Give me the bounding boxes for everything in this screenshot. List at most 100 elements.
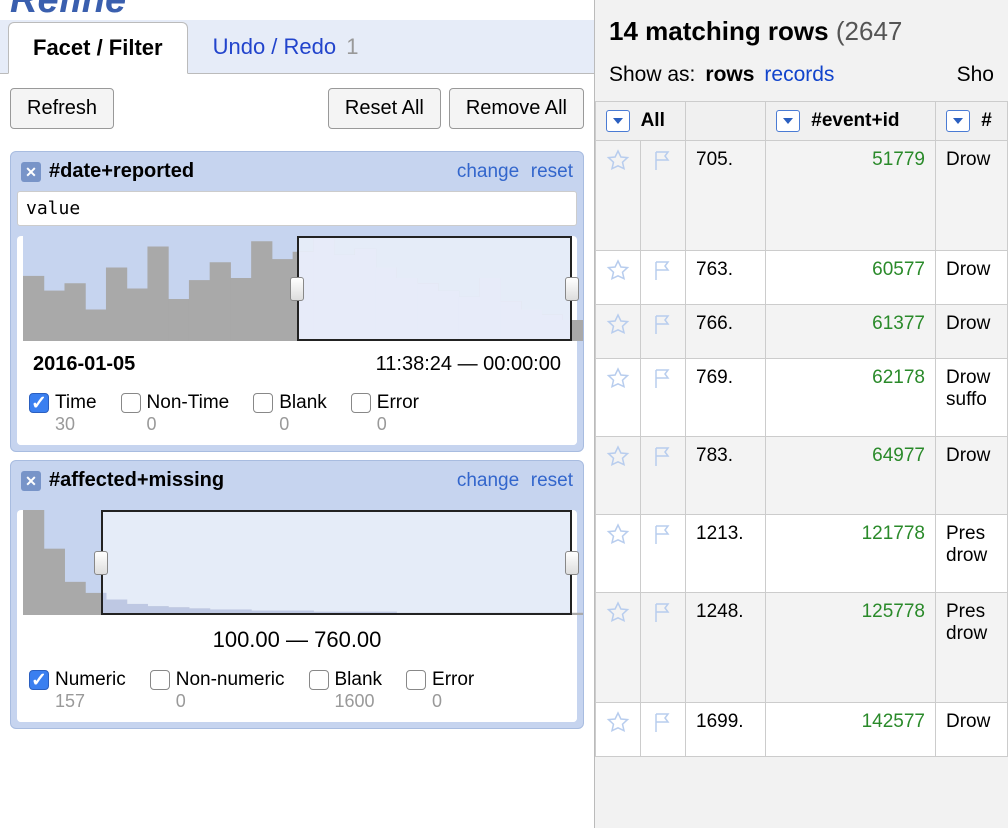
row-number: 766. — [686, 305, 766, 359]
row-text: Presdrow — [936, 515, 1008, 593]
histogram-affected[interactable] — [23, 510, 571, 615]
row-text: Presdrow — [936, 593, 1008, 703]
checkbox-count: 157 — [55, 691, 126, 712]
row-text: Drow — [936, 305, 1008, 359]
event-id: 51779 — [776, 149, 925, 171]
checkbox-count: 0 — [432, 691, 474, 712]
range-to-label: 11:38:24 — 00:00:00 — [376, 353, 561, 376]
facet-toolbar: Refresh Reset All Remove All — [0, 74, 594, 143]
row-text: Drow — [936, 437, 1008, 515]
facet-change-link[interactable]: change — [457, 161, 519, 182]
column-menu-extra[interactable] — [946, 110, 970, 132]
range-center-label: 100.00 — 760.00 — [17, 621, 577, 659]
col-all-label: All — [641, 110, 665, 131]
checkbox-blank[interactable] — [253, 393, 273, 413]
checkbox-label: Non-Time — [147, 392, 230, 414]
event-id: 142577 — [776, 711, 925, 733]
column-menu-all[interactable] — [606, 110, 630, 132]
star-icon[interactable] — [606, 149, 630, 173]
row-number: 1248. — [686, 593, 766, 703]
tab-undo-label: Undo / Redo — [213, 34, 337, 59]
checkbox-label: Error — [377, 392, 419, 414]
checkbox-label: Blank — [279, 392, 327, 414]
checkbox-error[interactable] — [351, 393, 371, 413]
star-icon[interactable] — [606, 259, 630, 283]
event-id: 61377 — [776, 313, 925, 335]
checkbox-label: Time — [55, 392, 97, 414]
table-row: 783. 64977 Drow — [596, 437, 1008, 515]
star-icon[interactable] — [606, 711, 630, 735]
row-number: 763. — [686, 251, 766, 305]
checkbox-label: Numeric — [55, 669, 126, 691]
close-icon[interactable]: ✕ — [21, 471, 41, 491]
histogram-date[interactable] — [23, 236, 571, 341]
table-row: 769. 62178 Drowsuffo — [596, 359, 1008, 437]
star-icon[interactable] — [606, 601, 630, 625]
event-id: 62178 — [776, 367, 925, 389]
checkbox-label: Non-numeric — [176, 669, 285, 691]
checkbox-blank[interactable] — [309, 670, 329, 690]
range-handle-left[interactable] — [290, 277, 304, 301]
row-number: 705. — [686, 141, 766, 251]
range-handle-right[interactable] — [565, 551, 579, 575]
row-text: Drow — [936, 703, 1008, 757]
checkbox-label: Blank — [335, 669, 383, 691]
table-row: 1699. 142577 Drow — [596, 703, 1008, 757]
facet-title: #date+reported — [49, 160, 451, 183]
range-handle-left[interactable] — [94, 551, 108, 575]
records-mode[interactable]: records — [764, 63, 834, 87]
matching-rows-header: 14 matching rows (2647 — [595, 0, 1008, 55]
expression-input[interactable]: value — [17, 191, 577, 226]
checkbox-time[interactable]: ✓ — [29, 393, 49, 413]
refresh-button[interactable]: Refresh — [10, 88, 114, 129]
flag-icon[interactable] — [651, 149, 675, 173]
event-id: 121778 — [776, 523, 925, 545]
flag-icon[interactable] — [651, 259, 675, 283]
row-text: Drow — [936, 141, 1008, 251]
show-trailing: Sho — [957, 63, 994, 87]
remove-all-button[interactable]: Remove All — [449, 88, 584, 129]
star-icon[interactable] — [606, 313, 630, 337]
flag-icon[interactable] — [651, 367, 675, 391]
checkbox-count: 0 — [377, 414, 419, 435]
app-logo: Refine — [0, 0, 594, 20]
checkbox-count: 1600 — [335, 691, 383, 712]
row-text: Drowsuffo — [936, 359, 1008, 437]
checkbox-error[interactable] — [406, 670, 426, 690]
checkbox-label: Error — [432, 669, 474, 691]
tab-facet-filter[interactable]: Facet / Filter — [8, 22, 188, 74]
column-menu-event[interactable] — [776, 110, 800, 132]
col-event-label: #event+id — [811, 110, 899, 131]
facet-affected-missing: ✕ #affected+missing change reset 100.00 … — [10, 460, 584, 729]
rows-mode[interactable]: rows — [705, 63, 754, 87]
checkbox-nontime[interactable] — [121, 393, 141, 413]
close-icon[interactable]: ✕ — [21, 162, 41, 182]
star-icon[interactable] — [606, 523, 630, 547]
table-row: 1248. 125778 Presdrow — [596, 593, 1008, 703]
flag-icon[interactable] — [651, 601, 675, 625]
flag-icon[interactable] — [651, 523, 675, 547]
checkbox-count: 0 — [147, 414, 230, 435]
star-icon[interactable] — [606, 367, 630, 391]
facet-reset-link[interactable]: reset — [531, 470, 573, 491]
show-as-label: Show as: — [609, 63, 695, 87]
facet-change-link[interactable]: change — [457, 470, 519, 491]
tab-undo-redo[interactable]: Undo / Redo 1 — [188, 21, 384, 73]
range-handle-right[interactable] — [565, 277, 579, 301]
row-number: 769. — [686, 359, 766, 437]
event-id: 64977 — [776, 445, 925, 467]
flag-icon[interactable] — [651, 711, 675, 735]
star-icon[interactable] — [606, 445, 630, 469]
data-table: All #event+id # 705. 51779 Drow 763 — [595, 101, 1008, 757]
flag-icon[interactable] — [651, 445, 675, 469]
checkbox-nonnumeric[interactable] — [150, 670, 170, 690]
row-number: 783. — [686, 437, 766, 515]
checkbox-count: 0 — [279, 414, 327, 435]
checkbox-numeric[interactable]: ✓ — [29, 670, 49, 690]
table-row: 766. 61377 Drow — [596, 305, 1008, 359]
row-number: 1213. — [686, 515, 766, 593]
reset-all-button[interactable]: Reset All — [328, 88, 441, 129]
table-row: 1213. 121778 Presdrow — [596, 515, 1008, 593]
flag-icon[interactable] — [651, 313, 675, 337]
facet-reset-link[interactable]: reset — [531, 161, 573, 182]
